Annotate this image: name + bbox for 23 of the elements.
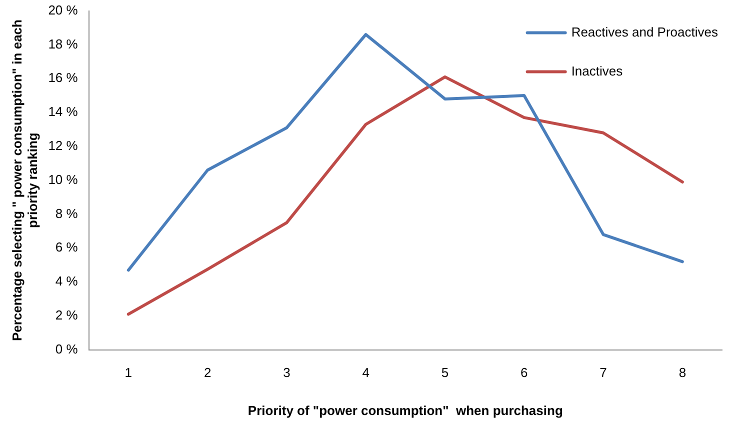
y-tick-label: 12 %: [48, 138, 78, 153]
legend-label: Reactives and Proactives: [571, 24, 718, 40]
legend-label: Inactives: [571, 63, 624, 78]
x-tick-label: 4: [362, 365, 370, 380]
y-tick-label: 20 %: [48, 2, 78, 18]
y-tick-label: 16 %: [48, 70, 78, 86]
y-tick-label: 4 %: [55, 274, 78, 289]
y-tick-label: 14 %: [48, 104, 78, 120]
y-tick-label: 2 %: [55, 307, 78, 322]
x-tick-label: 2: [204, 365, 212, 380]
y-tick-label: 10 %: [48, 172, 78, 187]
y-tick-label: 6 %: [55, 240, 78, 255]
x-tick-label: 6: [520, 365, 528, 380]
y-axis-title: Percentage selecting " power consumption" in each priority ranking: [9, 19, 40, 342]
y-tick-label: 8 %: [55, 206, 78, 221]
x-tick-label: 5: [441, 365, 449, 380]
x-tick-label: 7: [600, 365, 607, 380]
y-tick-label: 18 %: [48, 36, 78, 52]
x-tick-label: 3: [283, 365, 290, 380]
y-tick-label: 0 %: [55, 341, 78, 356]
x-tick-label: 8: [678, 365, 686, 380]
x-tick-label: 1: [124, 365, 132, 380]
x-axis-title: Priority of "power consumption" when purchasing: [248, 402, 563, 418]
